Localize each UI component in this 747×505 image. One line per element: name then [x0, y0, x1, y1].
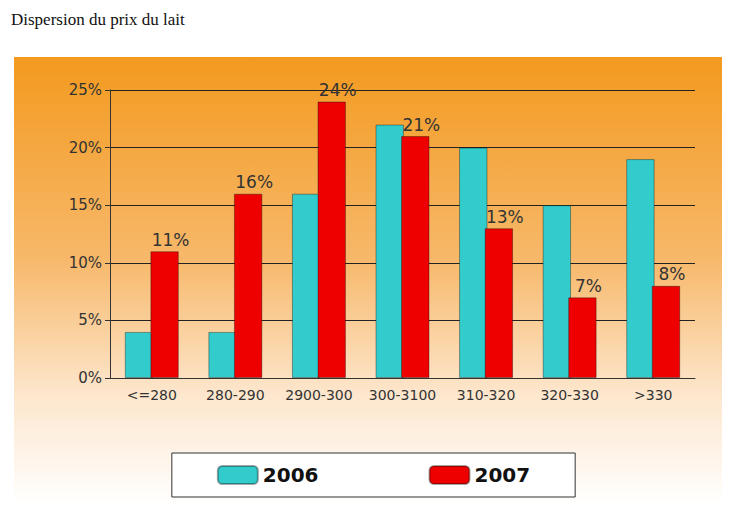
- svg-text:20%: 20%: [69, 139, 102, 157]
- svg-text:2006: 2006: [263, 463, 319, 487]
- svg-text:13%: 13%: [486, 207, 524, 227]
- svg-text:7%: 7%: [575, 276, 602, 296]
- svg-text:310-320: 310-320: [457, 387, 516, 403]
- svg-text:0%: 0%: [78, 369, 102, 387]
- svg-text:8%: 8%: [659, 264, 686, 284]
- svg-text:5%: 5%: [78, 311, 102, 329]
- svg-text:25%: 25%: [69, 81, 102, 99]
- svg-text:10%: 10%: [69, 254, 102, 272]
- svg-text:300-3100: 300-3100: [369, 387, 436, 403]
- svg-text:24%: 24%: [319, 80, 357, 100]
- svg-text:<=280: <=280: [127, 387, 177, 403]
- svg-text:21%: 21%: [402, 115, 440, 135]
- svg-text:2900-300: 2900-300: [285, 387, 352, 403]
- svg-text:11%: 11%: [152, 230, 190, 250]
- svg-text:16%: 16%: [235, 172, 273, 192]
- svg-text:280-290: 280-290: [206, 387, 265, 403]
- svg-text:Dispersion du prix du lait: Dispersion du prix du lait: [11, 10, 185, 29]
- svg-text:>330: >330: [634, 387, 672, 403]
- svg-text:320-330: 320-330: [540, 387, 599, 403]
- svg-text:15%: 15%: [69, 196, 102, 214]
- svg-text:2007: 2007: [475, 463, 531, 487]
